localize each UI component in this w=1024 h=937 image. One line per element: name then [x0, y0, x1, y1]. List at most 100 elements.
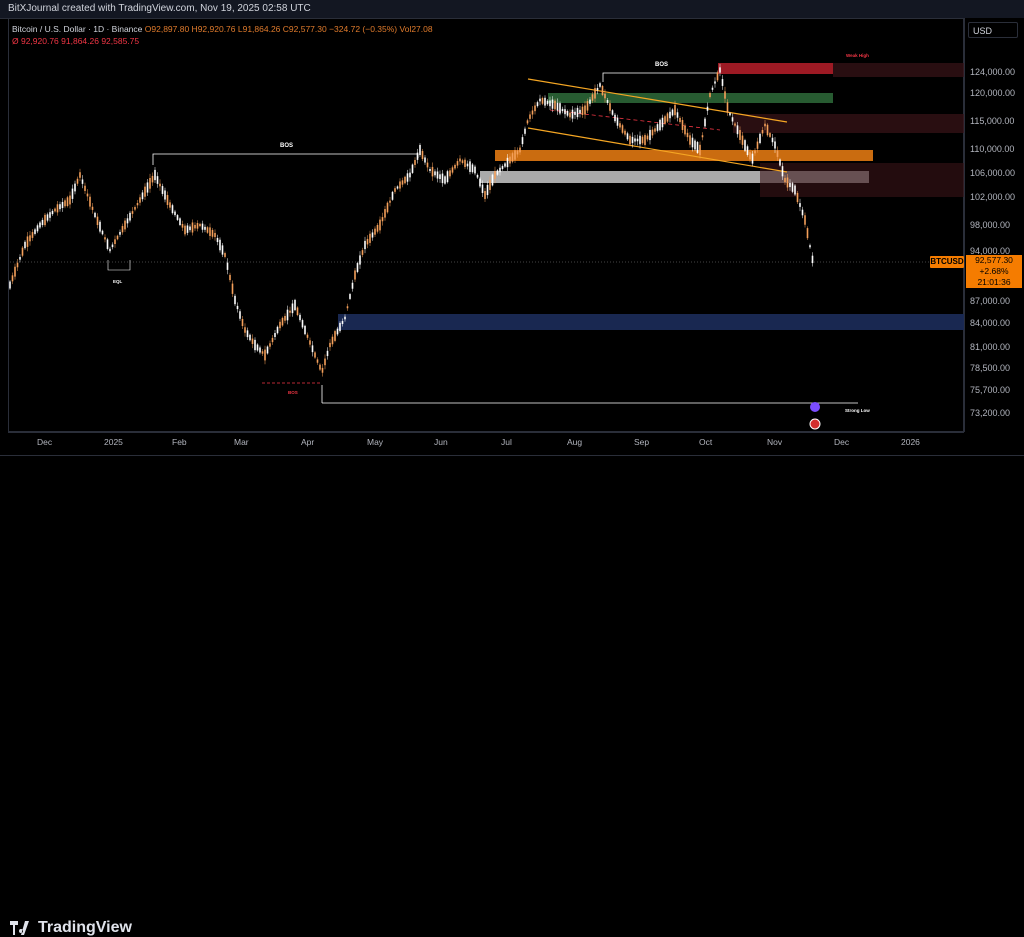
- candle-body: [396, 186, 399, 189]
- candle-body: [221, 245, 224, 255]
- candle-body: [381, 217, 384, 222]
- candle-body: [109, 248, 111, 252]
- candle-body: [281, 317, 284, 326]
- candle-body: [781, 166, 784, 177]
- candle-body: [644, 135, 646, 145]
- candle-body: [476, 174, 479, 178]
- candle-body: [564, 109, 566, 115]
- candle-body: [784, 177, 786, 183]
- candle-body: [699, 144, 701, 156]
- candle-body: [434, 171, 436, 176]
- candle-body: [374, 228, 376, 235]
- candle-body: [794, 185, 796, 195]
- candle-body: [404, 176, 406, 184]
- candle-body: [746, 146, 749, 155]
- candle-body: [351, 282, 354, 289]
- legend-line-2: Ø 92,920.76 91,864.26 92,585.75: [12, 36, 140, 46]
- candle-body: [466, 163, 469, 167]
- bar-countdown: 21:01:36: [977, 277, 1011, 287]
- candle-body: [406, 173, 409, 182]
- time-tick: Dec: [834, 437, 850, 447]
- candle-body: [561, 108, 564, 112]
- demand-zone-green: [548, 93, 833, 103]
- candle-body: [641, 136, 644, 144]
- candle-body: [69, 195, 71, 205]
- candle-body: [681, 120, 684, 130]
- candle-body: [801, 209, 804, 216]
- candle-body: [489, 180, 491, 190]
- candle-body: [749, 152, 751, 160]
- candle-body: [274, 333, 276, 337]
- candle-body: [654, 128, 656, 132]
- chart-area[interactable]: [8, 18, 964, 432]
- time-tick: Apr: [301, 437, 315, 447]
- candle-body: [384, 209, 386, 218]
- candle-body: [539, 98, 541, 102]
- candle-body: [131, 211, 134, 214]
- candle-body: [121, 226, 124, 233]
- candle-body: [696, 142, 699, 153]
- tradingview-brand[interactable]: TradingView: [10, 919, 132, 937]
- supply-zone-dark: [733, 114, 964, 133]
- candle-body: [206, 227, 209, 233]
- candle-body: [649, 129, 651, 141]
- candle-body: [691, 137, 694, 148]
- choch-dashed-line: [549, 109, 721, 131]
- candle-body: [114, 239, 116, 244]
- candle-body: [436, 171, 439, 179]
- candle-body: [19, 256, 21, 260]
- candle-body: [126, 218, 129, 224]
- candle-body: [179, 218, 181, 225]
- candle-body: [479, 178, 481, 187]
- candle-body: [441, 173, 444, 184]
- price-tick: 94,000.00: [970, 246, 1011, 256]
- candle-body: [194, 224, 196, 229]
- candle-body: [546, 100, 549, 105]
- candle-body: [631, 136, 634, 144]
- candle-body: [624, 130, 626, 135]
- candle-body: [116, 235, 119, 240]
- bos-line-left: [152, 153, 419, 165]
- candle-body: [49, 212, 51, 218]
- bos-label-low: BOS: [288, 390, 298, 395]
- candle-body: [451, 167, 454, 173]
- price-axis[interactable]: [964, 18, 1024, 432]
- time-axis[interactable]: [8, 432, 964, 454]
- time-tick: Aug: [567, 437, 583, 447]
- candle-body: [371, 232, 374, 238]
- candle-body: [766, 124, 769, 136]
- time-tick: 2025: [104, 437, 123, 447]
- candle-body: [309, 340, 311, 345]
- bos-label-left: BOS: [280, 143, 293, 149]
- candle-body: [321, 367, 324, 373]
- candle-body: [634, 138, 636, 142]
- candle-body: [94, 212, 96, 218]
- time-tick: Feb: [172, 437, 187, 447]
- candle-body: [259, 347, 261, 353]
- candle-body: [271, 337, 274, 343]
- candle-body: [581, 106, 584, 116]
- candle-body: [346, 306, 349, 309]
- event-icon: [810, 402, 820, 412]
- price-tick: 98,000.00: [970, 220, 1011, 230]
- candle-body: [291, 303, 294, 314]
- candle-body: [104, 237, 106, 240]
- chart-canvas[interactable]: BOS BOS BOS EQL Strong Low Weak High: [0, 0, 1024, 493]
- candle-body: [799, 203, 801, 207]
- candle-body: [604, 93, 606, 99]
- channel-upper-line: [527, 78, 788, 123]
- candle-body: [306, 334, 309, 338]
- candle-body: [331, 336, 334, 345]
- candle-body: [224, 253, 226, 257]
- candle-body: [579, 109, 581, 114]
- candle-body: [569, 112, 571, 118]
- candle-body: [776, 150, 779, 157]
- candle-body: [554, 100, 556, 110]
- candle-body: [621, 125, 624, 133]
- candle-body: [219, 239, 221, 251]
- currency-selector[interactable]: USD: [968, 22, 1018, 38]
- supply-zone-weak-high: [718, 63, 833, 74]
- candle-body: [34, 229, 36, 234]
- candle-body: [521, 137, 524, 145]
- candle-body: [134, 207, 136, 210]
